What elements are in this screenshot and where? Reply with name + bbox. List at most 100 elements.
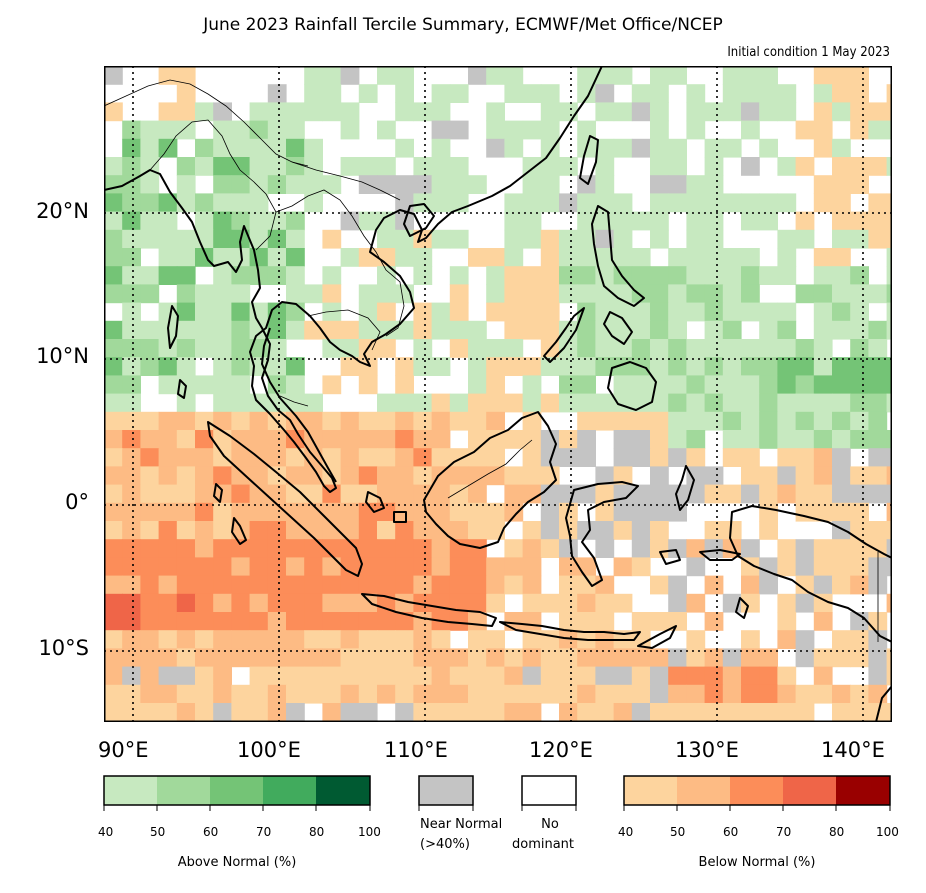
- grid-cell: [431, 229, 451, 249]
- grid-cell: [358, 666, 378, 686]
- grid-cell: [741, 448, 760, 467]
- grid-cell: [195, 612, 214, 631]
- grid-cell: [176, 411, 196, 431]
- grid-cell: [213, 157, 232, 176]
- grid-cell: [176, 84, 196, 103]
- grid-cell: [176, 466, 196, 486]
- northern-australia-coast: [875, 685, 892, 722]
- grid-cell: [813, 320, 833, 340]
- grid-cell: [122, 612, 141, 631]
- grid-cell: [504, 502, 524, 522]
- above-swatch-60: [210, 776, 263, 805]
- grid-cell: [886, 211, 892, 231]
- grid-cell: [540, 484, 560, 504]
- grid-cell: [504, 302, 524, 322]
- grid-cell: [213, 320, 232, 340]
- grid-cell: [213, 175, 232, 194]
- grid-cell: [540, 266, 560, 285]
- grid-cell: [377, 339, 396, 358]
- grid-cell: [704, 703, 724, 722]
- grid-cell: [613, 684, 633, 704]
- coastlines: [104, 66, 892, 722]
- grid-cell: [522, 648, 542, 668]
- grid-cell: [741, 357, 760, 376]
- grid-cell: [777, 157, 797, 176]
- grid-cell: [704, 666, 724, 686]
- grid-cell: [668, 575, 687, 595]
- grid-cell: [322, 66, 342, 85]
- grid-cell: [777, 302, 797, 322]
- grid-cell: [104, 102, 123, 122]
- grid-cell: [195, 648, 214, 668]
- grid-cell: [176, 320, 196, 340]
- grid-cell: [104, 648, 123, 668]
- grid-cell: [650, 229, 669, 249]
- grid-cell: [559, 484, 578, 504]
- grid-cell: [504, 339, 524, 358]
- grid-cell: [377, 648, 396, 668]
- grid-cell: [704, 612, 724, 631]
- grid-cell: [795, 120, 815, 140]
- grid-cell: [741, 430, 760, 449]
- grid-cell: [777, 357, 797, 376]
- grid-cell: [522, 393, 542, 413]
- grid-cell: [522, 557, 542, 577]
- grid-cell: [559, 102, 578, 122]
- grid-cell: [286, 175, 305, 194]
- grid-cell: [850, 339, 869, 358]
- grid-cell: [832, 66, 851, 85]
- grid-cell: [195, 666, 214, 686]
- grid-cell: [322, 557, 342, 577]
- grid-cell: [741, 466, 760, 486]
- grid-cell: [195, 211, 214, 231]
- no-dominant-label: No: [541, 817, 559, 832]
- grid-cell: [431, 630, 451, 649]
- grid-cell: [449, 229, 469, 249]
- grid-cell: [777, 393, 797, 413]
- grid-cell: [449, 120, 469, 140]
- grid-cell: [577, 666, 596, 686]
- grid-cell: [777, 84, 797, 103]
- grid-cell: [795, 393, 815, 413]
- grid-cell: [813, 357, 833, 376]
- grid-cell: [613, 666, 633, 686]
- grid-cell: [395, 521, 414, 540]
- grid-cell: [431, 193, 451, 213]
- near-normal-threshold: (>40%): [420, 837, 470, 852]
- grid-cell: [195, 630, 214, 649]
- grid-cell: [686, 703, 706, 722]
- grid-cell: [104, 320, 123, 340]
- grid-cell: [850, 466, 869, 486]
- grid-cell: [395, 102, 414, 122]
- grid-cell: [595, 411, 615, 431]
- grid-cell: [104, 502, 123, 522]
- grid-cell: [431, 430, 451, 449]
- grid-cell: [104, 193, 123, 213]
- grid-cell: [358, 84, 378, 103]
- grid-cell: [650, 466, 669, 486]
- grid-cell: [813, 66, 833, 85]
- grid-cell: [267, 484, 287, 504]
- malay-peninsula-coast: [261, 327, 337, 483]
- grid-cell: [249, 320, 269, 340]
- grid-cell: [668, 375, 687, 395]
- grid-cell: [176, 284, 196, 304]
- grid-cell: [286, 612, 305, 631]
- grid-cell: [668, 248, 687, 267]
- grid-cell: [668, 430, 687, 449]
- grid-cell: [886, 102, 892, 122]
- grid-cell: [358, 648, 378, 668]
- grid-cell: [158, 521, 178, 540]
- grid-cell: [231, 138, 251, 158]
- grid-cell: [431, 411, 451, 431]
- grid-cell: [650, 612, 669, 631]
- grid-cell: [176, 193, 196, 213]
- grid-cell: [631, 411, 651, 431]
- grid-cell: [286, 393, 305, 413]
- grid-cell: [777, 248, 797, 267]
- grid-cell: [340, 684, 360, 704]
- grid-cell: [486, 557, 505, 577]
- grid-cell: [504, 138, 524, 158]
- grid-cell: [522, 357, 542, 376]
- grid-cell: [176, 612, 196, 631]
